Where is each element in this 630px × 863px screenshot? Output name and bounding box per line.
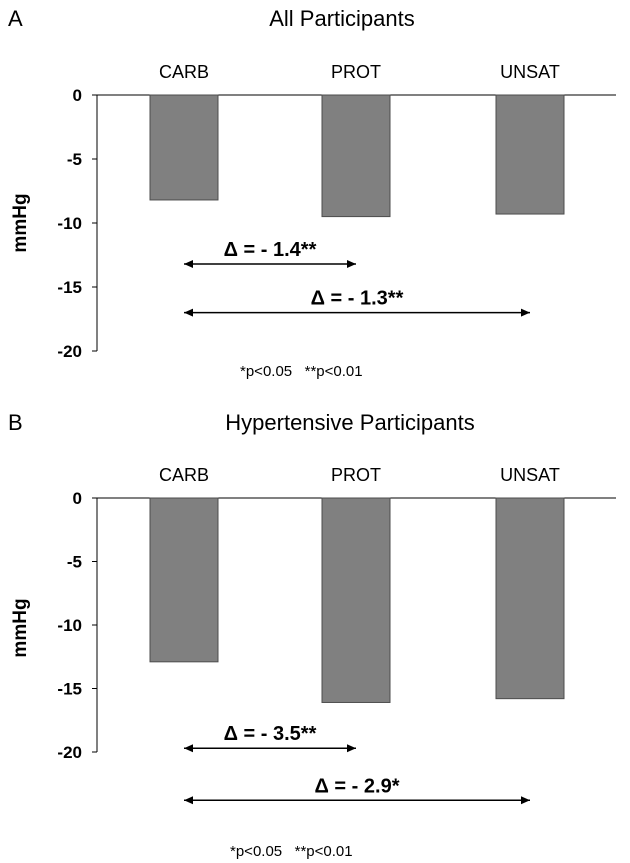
panel-a-bar-unsat [495,94,565,215]
panel-b-category-label-unsat: UNSAT [500,465,560,485]
panel-b-category-label-carb: CARB [159,465,209,485]
panel-b-bar-carb [149,497,219,663]
panel-a-bar-carb [149,94,219,201]
panel-a-y-tick-label: -20 [57,342,82,361]
panel-a-y-axis-title: mmHg [10,193,31,252]
panel-a-y-tick-label: -15 [57,278,82,297]
panel-b-y-axis-title: mmHg [10,598,31,657]
panel-a-y-tick-label: -10 [57,214,82,233]
panel-b-y-tick-label: -20 [57,743,82,762]
panel-a-comparison-label-1: Δ = - 1.4** [224,239,317,261]
panel-a-plot: 0 -5 -10 -15 -20 CARB PROT UNSAT Δ = - 1.4** Δ = … [57,62,616,361]
panel-a-category-label-unsat: UNSAT [500,62,560,82]
panel-a-comparison-label-2: Δ = - 1.3** [311,288,404,310]
panel-b: B Hypertensive Participants mmHg *p<0.05… [8,410,616,860]
panel-a-title: All Participants [269,6,415,31]
panel-b-y-tick-label: -15 [57,680,82,699]
panel-b-category-label-prot: PROT [331,465,381,485]
panel-a-category-label-carb: CARB [159,62,209,82]
panel-b-y-tick-label: -10 [57,616,82,635]
panel-b-comparison-label-2: Δ = - 2.9* [315,775,400,797]
panel-a-footnote: *p<0.05 **p<0.01 [240,363,363,380]
panel-a-category-label-prot: PROT [331,62,381,82]
panel-b-bar-unsat [495,497,565,700]
panel-b-bar-prot [321,497,391,703]
panel-b-footnote: *p<0.05 **p<0.01 [230,843,353,860]
panel-a-bar-prot [321,94,391,218]
panel-b-letter: B [8,410,23,435]
panel-a-letter: A [8,6,23,31]
panel-a-y-tick-label: 0 [73,86,82,105]
panel-b-y-tick-label: -5 [67,553,82,572]
panel-a: A All Participants mmHg *p<0.05 **p<0.01… [8,6,616,380]
panel-a-y-tick-label: -5 [67,150,82,169]
panel-b-y-tick-label: 0 [73,489,82,508]
panel-b-comparison-label-1: Δ = - 3.5** [224,723,317,745]
panel-b-title: Hypertensive Participants [225,410,474,435]
panel-b-plot: 0 -5 -10 -15 -20 CARB PROT UNSAT Δ = - 3.5** Δ = … [57,465,616,805]
